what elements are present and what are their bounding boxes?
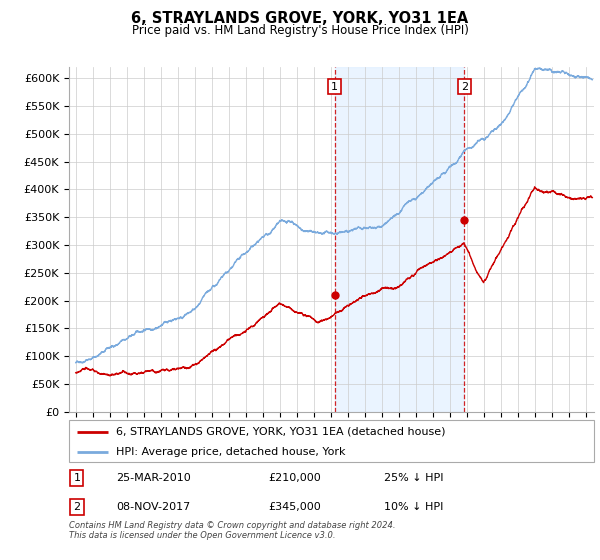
FancyBboxPatch shape xyxy=(69,420,594,462)
Text: 08-NOV-2017: 08-NOV-2017 xyxy=(116,502,191,512)
Text: Contains HM Land Registry data © Crown copyright and database right 2024.: Contains HM Land Registry data © Crown c… xyxy=(69,521,395,530)
Text: 25-MAR-2010: 25-MAR-2010 xyxy=(116,473,191,483)
Text: 1: 1 xyxy=(73,473,80,483)
Text: 25% ↓ HPI: 25% ↓ HPI xyxy=(384,473,443,483)
Text: 1: 1 xyxy=(331,82,338,92)
Text: £345,000: £345,000 xyxy=(269,502,321,512)
Text: Price paid vs. HM Land Registry's House Price Index (HPI): Price paid vs. HM Land Registry's House … xyxy=(131,24,469,36)
Text: £210,000: £210,000 xyxy=(269,473,321,483)
Text: This data is licensed under the Open Government Licence v3.0.: This data is licensed under the Open Gov… xyxy=(69,531,335,540)
Bar xyxy=(335,67,464,412)
Text: HPI: Average price, detached house, York: HPI: Average price, detached house, York xyxy=(116,447,346,457)
Text: 2: 2 xyxy=(461,82,468,92)
Text: 6, STRAYLANDS GROVE, YORK, YO31 1EA: 6, STRAYLANDS GROVE, YORK, YO31 1EA xyxy=(131,11,469,26)
Text: 10% ↓ HPI: 10% ↓ HPI xyxy=(384,502,443,512)
Text: 2: 2 xyxy=(73,502,80,512)
Text: 6, STRAYLANDS GROVE, YORK, YO31 1EA (detached house): 6, STRAYLANDS GROVE, YORK, YO31 1EA (det… xyxy=(116,427,446,437)
